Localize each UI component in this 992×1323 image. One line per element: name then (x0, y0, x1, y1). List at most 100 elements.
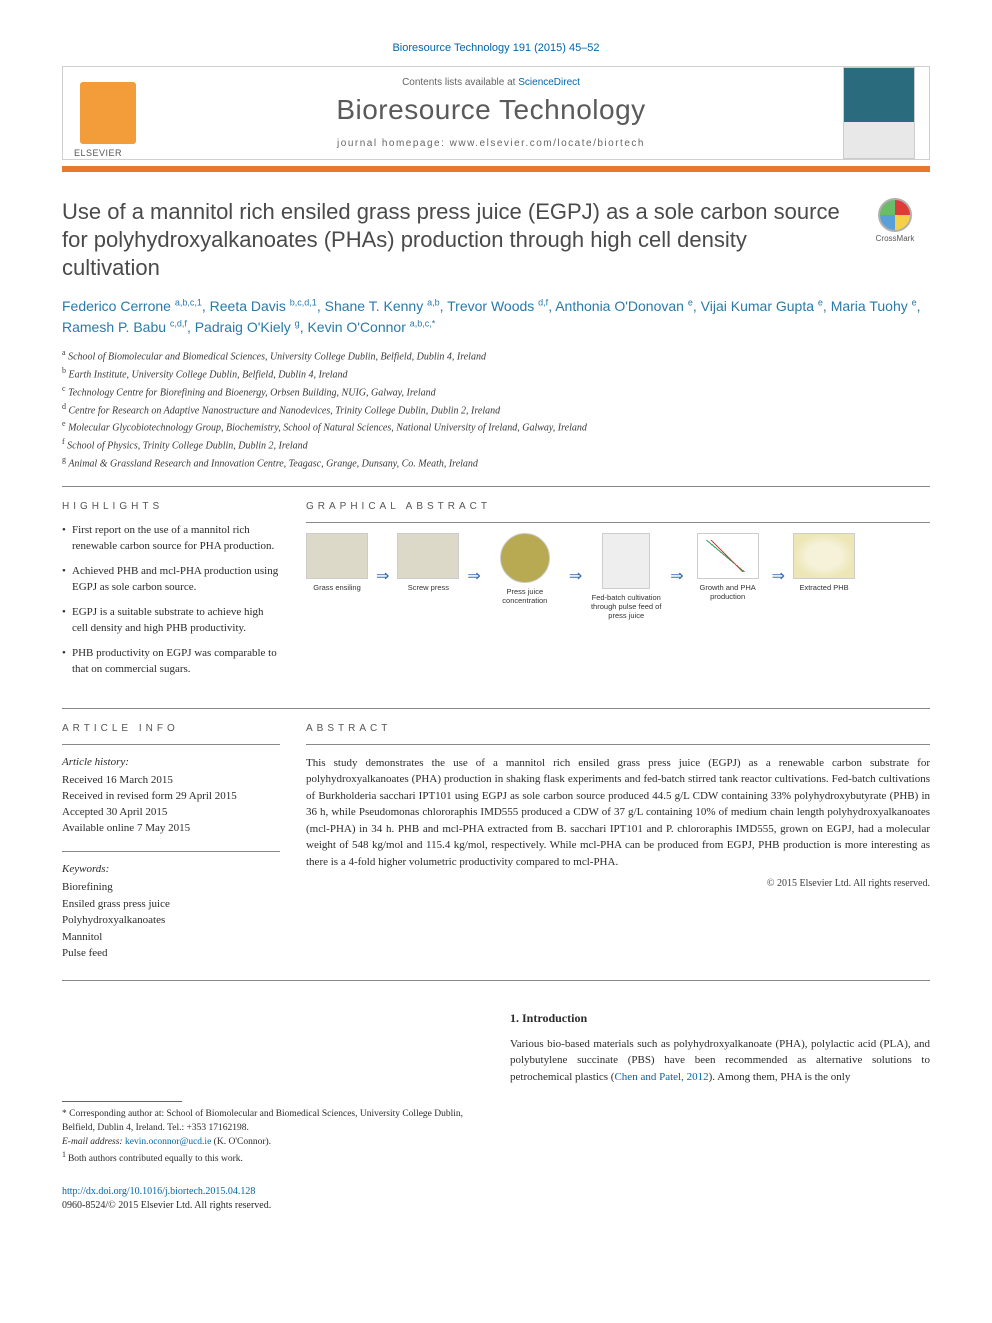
email-link[interactable]: kevin.oconnor@ucd.ie (125, 1137, 211, 1147)
equal-text: Both authors contributed equally to this… (68, 1154, 243, 1164)
elsevier-logo-icon (80, 82, 136, 144)
ga-image-icon (397, 533, 459, 579)
footnote-col: * Corresponding author at: School of Bio… (62, 1011, 484, 1213)
abstract-col: ABSTRACT This study demonstrates the use… (306, 723, 930, 962)
footnote-rule (62, 1101, 182, 1102)
affiliation: a School of Biomolecular and Biomedical … (62, 347, 930, 365)
arrow-icon: ⇒ (670, 566, 683, 586)
email-line: E-mail address: kevin.oconnor@ucd.ie (K.… (62, 1136, 484, 1150)
lower-columns: * Corresponding author at: School of Bio… (62, 1011, 930, 1213)
footnotes: * Corresponding author at: School of Bio… (62, 1108, 484, 1167)
affiliation-list: a School of Biomolecular and Biomedical … (62, 347, 930, 472)
divider (62, 980, 930, 981)
ga-step: Press juice concentration (489, 533, 561, 605)
publisher-logo-cell (63, 67, 153, 159)
citation-link[interactable]: Bioresource Technology 191 (2015) 45–52 (392, 42, 599, 54)
graphical-abstract-label: GRAPHICAL ABSTRACT (306, 501, 930, 512)
keywords-heading: Keywords: (62, 862, 280, 878)
divider (306, 522, 930, 523)
journal-header: Contents lists available at ScienceDirec… (62, 66, 930, 160)
highlights-list: First report on the use of a mannitol ri… (62, 522, 280, 678)
ga-step: Extracted PHB (793, 533, 855, 592)
highlight-item: First report on the use of a mannitol ri… (62, 522, 280, 555)
title-block: Use of a mannitol rich ensiled grass pre… (62, 198, 844, 296)
crossmark-icon (878, 198, 912, 232)
intro-heading: 1. Introduction (510, 1011, 930, 1026)
keyword: Mannitol (62, 929, 280, 946)
article-info-label: ARTICLE INFO (62, 723, 280, 734)
doi-link[interactable]: http://dx.doi.org/10.1016/j.biortech.201… (62, 1186, 255, 1197)
highlights-label: HIGHLIGHTS (62, 501, 280, 512)
journal-name: Bioresource Technology (163, 94, 819, 126)
homepage-url: www.elsevier.com/locate/biortech (450, 138, 645, 149)
arrow-icon: ⇒ (376, 566, 389, 586)
intro-col: 1. Introduction Various bio-based materi… (510, 1011, 930, 1213)
corr-text: Corresponding author at: School of Biomo… (62, 1109, 463, 1133)
ga-caption: Grass ensiling (306, 583, 368, 592)
ga-image-icon (306, 533, 368, 579)
crossmark-label: CrossMark (860, 234, 930, 243)
homepage-prefix: journal homepage: (337, 138, 450, 149)
keyword: Ensiled grass press juice (62, 896, 280, 913)
highlight-item: EGPJ is a suitable substrate to achieve … (62, 604, 280, 637)
abstract-text: This study demonstrates the use of a man… (306, 755, 930, 871)
header-center: Contents lists available at ScienceDirec… (153, 67, 829, 159)
email-suffix: (K. O'Connor). (211, 1137, 271, 1147)
intro-suffix: ). Among them, PHA is the only (709, 1071, 851, 1083)
article-history: Article history: Received 16 March 2015R… (62, 755, 280, 837)
divider (62, 851, 280, 852)
affiliation: f School of Physics, Trinity College Dub… (62, 436, 930, 454)
highlights-row: HIGHLIGHTS First report on the use of a … (62, 501, 930, 686)
accent-bar (62, 166, 930, 172)
arrow-icon: ⇒ (467, 566, 480, 586)
highlights-col: HIGHLIGHTS First report on the use of a … (62, 501, 280, 686)
highlight-item: PHB productivity on EGPJ was comparable … (62, 645, 280, 678)
divider (62, 744, 280, 745)
contents-prefix: Contents lists available at (402, 77, 518, 88)
keywords-block: Keywords: BiorefiningEnsiled grass press… (62, 862, 280, 962)
ga-step: Fed-batch cultivation through pulse feed… (590, 533, 662, 620)
graphical-abstract-col: GRAPHICAL ABSTRACT Grass ensiling ⇒ Scre… (306, 501, 930, 686)
history-line: Received 16 March 2015 (62, 773, 280, 789)
article-info-col: ARTICLE INFO Article history: Received 1… (62, 723, 280, 962)
info-abstract-row: ARTICLE INFO Article history: Received 1… (62, 723, 930, 962)
keyword: Biorefining (62, 879, 280, 896)
issn-line: 0960-8524/© 2015 Elsevier Ltd. All right… (62, 1200, 271, 1211)
divider (306, 744, 930, 745)
article-head: Use of a mannitol rich ensiled grass pre… (62, 198, 930, 296)
ga-step: Grass ensiling (306, 533, 368, 592)
ga-step: Screw press (397, 533, 459, 592)
ga-caption: Growth and PHA production (692, 583, 764, 601)
crossmark-badge[interactable]: CrossMark (860, 198, 930, 296)
author-list: Federico Cerrone a,b,c,1, Reeta Davis b,… (62, 296, 930, 337)
keywords-list: BiorefiningEnsiled grass press juicePoly… (62, 879, 280, 962)
divider (62, 486, 930, 487)
ga-step: Growth and PHA production (692, 533, 764, 601)
intro-ref-link[interactable]: Chen and Patel, 2012 (614, 1071, 708, 1083)
history-line: Available online 7 May 2015 (62, 821, 280, 837)
article-title: Use of a mannitol rich ensiled grass pre… (62, 198, 844, 282)
divider (62, 708, 930, 709)
ga-caption: Extracted PHB (793, 583, 855, 592)
sciencedirect-link[interactable]: ScienceDirect (518, 77, 580, 88)
ga-caption: Screw press (397, 583, 459, 592)
history-heading: Article history: (62, 755, 280, 771)
ga-caption: Press juice concentration (489, 587, 561, 605)
equal-contrib: 1 Both authors contributed equally to th… (62, 1149, 484, 1167)
email-label: E-mail address: (62, 1137, 125, 1147)
top-citation: Bioresource Technology 191 (2015) 45–52 (62, 42, 930, 54)
keyword: Polyhydroxyalkanoates (62, 912, 280, 929)
ga-image-icon (500, 533, 550, 583)
history-line: Accepted 30 April 2015 (62, 805, 280, 821)
arrow-icon: ⇒ (569, 566, 582, 586)
abstract-label: ABSTRACT (306, 723, 930, 734)
affiliation: d Centre for Research on Adaptive Nanost… (62, 401, 930, 419)
homepage-line: journal homepage: www.elsevier.com/locat… (163, 138, 819, 149)
cover-cell (829, 67, 929, 159)
ga-image-icon (697, 533, 759, 579)
graphical-abstract: Grass ensiling ⇒ Screw press ⇒ Press jui… (306, 533, 930, 620)
copyright-line: © 2015 Elsevier Ltd. All rights reserved… (306, 878, 930, 889)
ga-image-icon (793, 533, 855, 579)
corresponding-author: * Corresponding author at: School of Bio… (62, 1108, 484, 1136)
doi-block: http://dx.doi.org/10.1016/j.biortech.201… (62, 1185, 484, 1213)
